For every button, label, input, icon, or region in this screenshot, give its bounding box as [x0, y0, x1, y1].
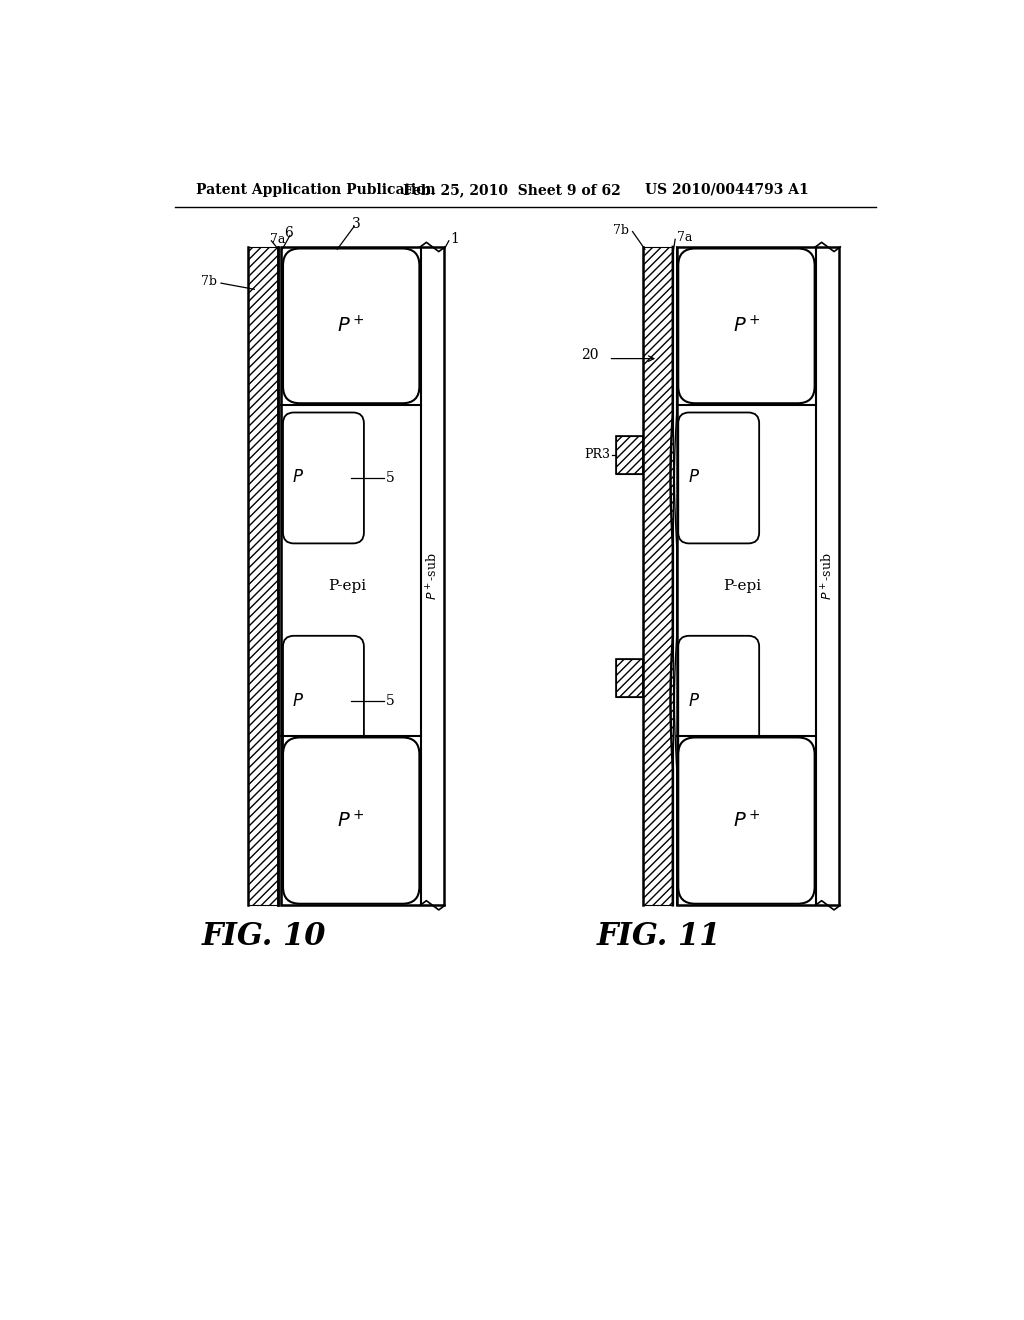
Text: 6: 6 — [284, 226, 293, 240]
Text: US 2010/0044793 A1: US 2010/0044793 A1 — [645, 183, 809, 197]
FancyBboxPatch shape — [283, 738, 420, 904]
Text: $P$: $P$ — [688, 693, 699, 710]
Text: FIG. 10: FIG. 10 — [202, 921, 326, 952]
Text: 5: 5 — [386, 694, 394, 709]
Text: PR3: PR3 — [584, 449, 610, 462]
Text: P-epi: P-epi — [329, 578, 367, 593]
Text: $P$: $P$ — [688, 470, 699, 487]
Text: $P^+$: $P^+$ — [732, 315, 760, 337]
Text: 5: 5 — [386, 471, 394, 484]
FancyBboxPatch shape — [678, 636, 759, 767]
Bar — [643, 247, 673, 906]
Text: 1: 1 — [451, 232, 460, 247]
FancyBboxPatch shape — [283, 636, 364, 767]
Text: 7b: 7b — [201, 275, 217, 288]
Text: $P^+$-sub: $P^+$-sub — [820, 552, 836, 599]
Bar — [282, 247, 444, 906]
Bar — [248, 247, 278, 906]
Text: $P$: $P$ — [293, 470, 304, 487]
FancyBboxPatch shape — [283, 412, 364, 544]
Bar — [616, 436, 643, 474]
Bar — [616, 659, 643, 697]
Text: 7b: 7b — [613, 223, 630, 236]
Text: Patent Application Publication: Patent Application Publication — [197, 183, 436, 197]
Bar — [616, 436, 643, 474]
Text: $P^+$-sub: $P^+$-sub — [425, 552, 440, 599]
Text: 3: 3 — [352, 216, 361, 231]
FancyBboxPatch shape — [283, 248, 420, 404]
Text: $P^+$: $P^+$ — [337, 810, 366, 832]
Bar — [616, 659, 643, 697]
Text: P-epi: P-epi — [724, 578, 762, 593]
Text: Feb. 25, 2010  Sheet 9 of 62: Feb. 25, 2010 Sheet 9 of 62 — [403, 183, 621, 197]
FancyBboxPatch shape — [678, 412, 759, 544]
Bar — [677, 247, 840, 906]
Text: $P^+$: $P^+$ — [732, 810, 760, 832]
Text: 7a: 7a — [677, 231, 692, 244]
Text: 20: 20 — [581, 347, 598, 362]
FancyBboxPatch shape — [678, 738, 815, 904]
Text: $P^+$: $P^+$ — [337, 315, 366, 337]
FancyBboxPatch shape — [678, 248, 815, 404]
Text: $P$: $P$ — [293, 693, 304, 710]
Text: FIG. 11: FIG. 11 — [597, 921, 721, 952]
Text: 7a: 7a — [270, 232, 286, 246]
